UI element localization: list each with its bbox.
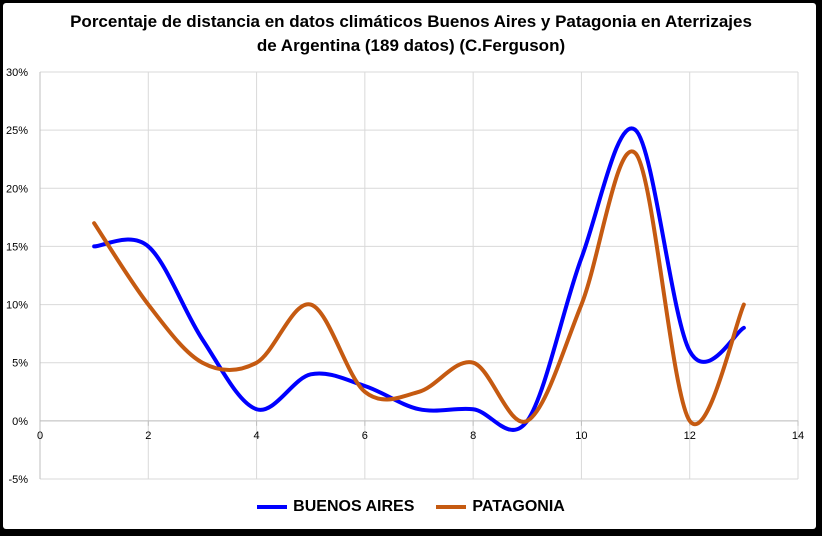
chart-frame — [3, 3, 816, 529]
x-tick-label-7: 14 — [792, 430, 804, 442]
y-tick-label-0: -5% — [8, 474, 28, 486]
y-tick-label-1: 0% — [12, 416, 28, 428]
x-tick-label-6: 12 — [684, 430, 696, 442]
y-tick-label-6: 25% — [6, 125, 28, 137]
legend-swatch-patagonia — [436, 505, 467, 509]
tick-labels: -5% 0% 5% 10% 15% 20% 25% 30% 0 2 4 6 8 10 12 14 — [6, 67, 804, 486]
y-tick-label-5: 20% — [6, 183, 28, 195]
x-tick-label-2: 4 — [254, 430, 260, 442]
gridlines — [40, 71, 799, 480]
x-tick-label-4: 8 — [470, 430, 476, 442]
y-tick-label-4: 15% — [6, 241, 28, 253]
axes — [39, 72, 799, 479]
x-tick-label-1: 2 — [145, 430, 151, 442]
chart-title: Porcentaje de distancia en datos climáti… — [0, 10, 822, 58]
series-lines — [92, 126, 746, 432]
x-tick-label-0: 0 — [37, 430, 43, 442]
y-tick-label-7: 30% — [6, 67, 28, 79]
legend-item-patagonia: PATAGONIA — [436, 498, 565, 516]
legend: BUENOS AIRES PATAGONIA — [0, 498, 822, 516]
legend-swatch-buenos-aires — [257, 505, 288, 509]
y-tick-label-2: 5% — [12, 358, 28, 370]
legend-item-buenos-aires: BUENOS AIRES — [257, 498, 414, 516]
legend-label-patagonia: PATAGONIA — [472, 498, 565, 515]
series-line-buenos-aires — [92, 126, 746, 432]
x-tick-label-3: 6 — [362, 430, 368, 442]
chart-title-line-2: de Argentina (189 datos) (C.Ferguson) — [256, 36, 566, 55]
x-tick-label-5: 10 — [575, 430, 587, 442]
y-tick-label-3: 10% — [6, 300, 28, 312]
chart-title-line-1: Porcentaje de distancia en datos climáti… — [70, 12, 752, 31]
series-line-patagonia — [92, 149, 746, 427]
legend-label-buenos-aires: BUENOS AIRES — [293, 498, 415, 515]
